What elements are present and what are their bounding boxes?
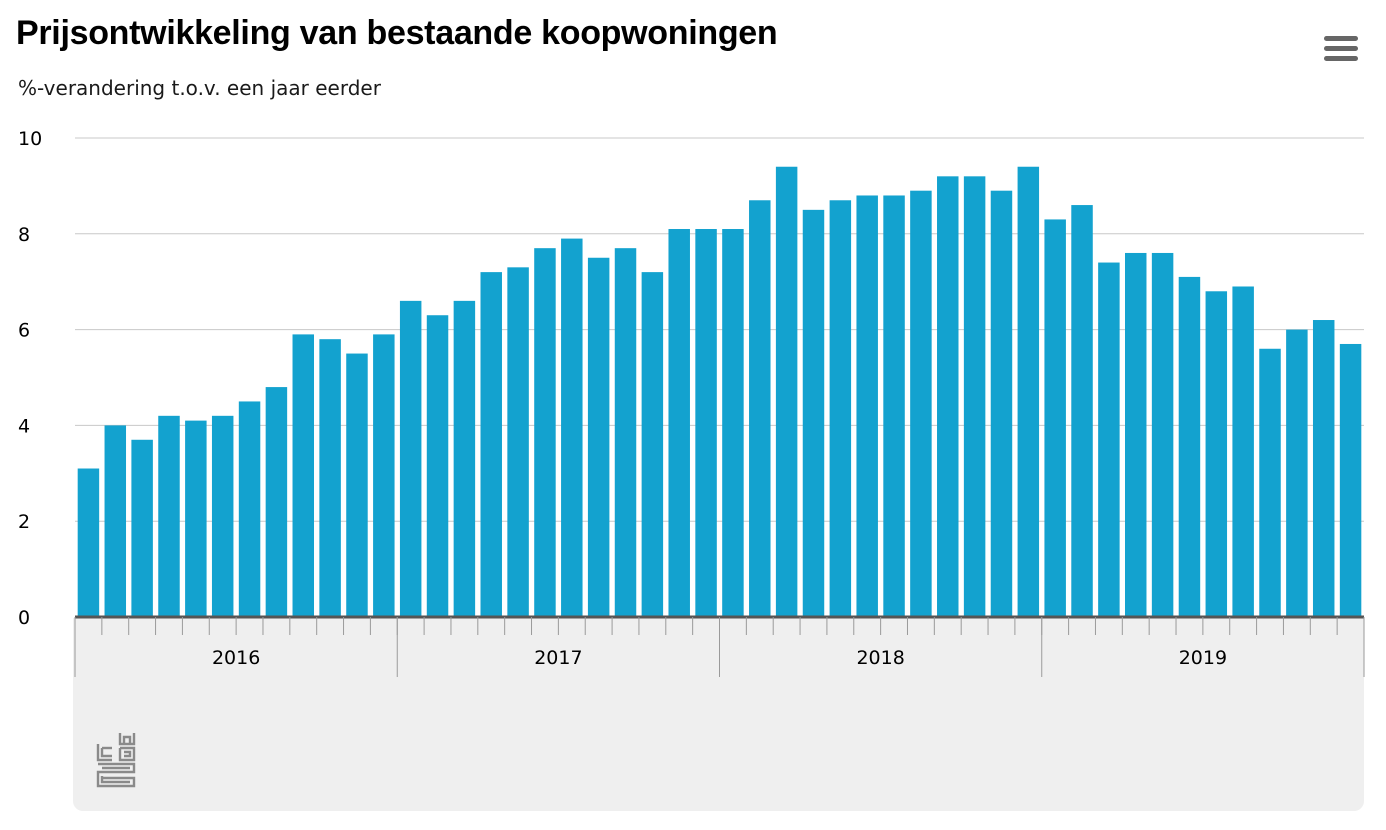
bar (1071, 205, 1093, 617)
y-tick-label: 6 (18, 320, 30, 342)
bar (453, 300, 476, 617)
y-tick-label: 4 (18, 415, 30, 437)
menu-bar (1324, 46, 1358, 51)
bar (399, 300, 422, 617)
bar (426, 315, 449, 617)
cbs-logo-icon (96, 733, 136, 788)
x-year-label: 2019 (1179, 647, 1227, 669)
bar (1232, 286, 1254, 617)
bar (1098, 262, 1120, 617)
menu-bar (1324, 56, 1358, 61)
bar (480, 272, 502, 617)
bar (1151, 252, 1174, 617)
bar (1259, 348, 1281, 617)
bar (910, 190, 932, 617)
y-tick-label: 8 (18, 224, 30, 246)
menu-bar (1324, 36, 1358, 41)
bar (937, 176, 959, 617)
bar (883, 195, 905, 618)
bar (749, 200, 771, 617)
bar (722, 229, 744, 617)
bar (587, 257, 610, 617)
y-tick-label: 10 (18, 128, 42, 150)
x-year-label: 2016 (212, 647, 260, 669)
bar (829, 200, 852, 617)
chart-footer (73, 618, 1364, 811)
bar (1312, 320, 1335, 617)
bar (668, 229, 690, 617)
bar (561, 238, 583, 617)
bar (319, 339, 341, 617)
hamburger-menu-icon[interactable] (1322, 36, 1360, 66)
bar (265, 387, 288, 617)
bar (1205, 291, 1228, 617)
bar (775, 166, 798, 618)
x-year-label: 2017 (534, 647, 582, 669)
bar (1017, 166, 1040, 618)
bar (292, 334, 315, 617)
x-year-label: 2018 (856, 647, 904, 669)
bar (1286, 329, 1308, 617)
bar (211, 415, 234, 617)
bar (507, 267, 529, 617)
bar (346, 353, 368, 617)
y-tick-label: 2 (18, 511, 30, 533)
y-tick-label: 0 (18, 607, 30, 629)
bar (1178, 276, 1201, 617)
chart-subtitle: %-verandering t.o.v. een jaar eerder (18, 76, 381, 100)
bar (185, 420, 207, 617)
bar (104, 425, 127, 617)
bar (614, 248, 637, 618)
bar (695, 229, 717, 617)
bar (856, 195, 878, 618)
bar (534, 248, 556, 618)
bar (1044, 219, 1066, 617)
bar (990, 190, 1013, 617)
bar-chart: 0 2 4 6 8 10 2016 2017 2018 2019 (18, 128, 1365, 677)
bar (641, 272, 664, 617)
bar (158, 415, 180, 617)
bar (963, 176, 986, 617)
bar (802, 209, 825, 617)
bar (1124, 252, 1147, 617)
bar (77, 468, 100, 617)
bar (131, 439, 153, 617)
bar (1339, 343, 1362, 617)
bar (373, 334, 395, 617)
bar (238, 401, 261, 617)
chart-title: Prijsontwikkeling van bestaande koopwoni… (16, 14, 778, 52)
